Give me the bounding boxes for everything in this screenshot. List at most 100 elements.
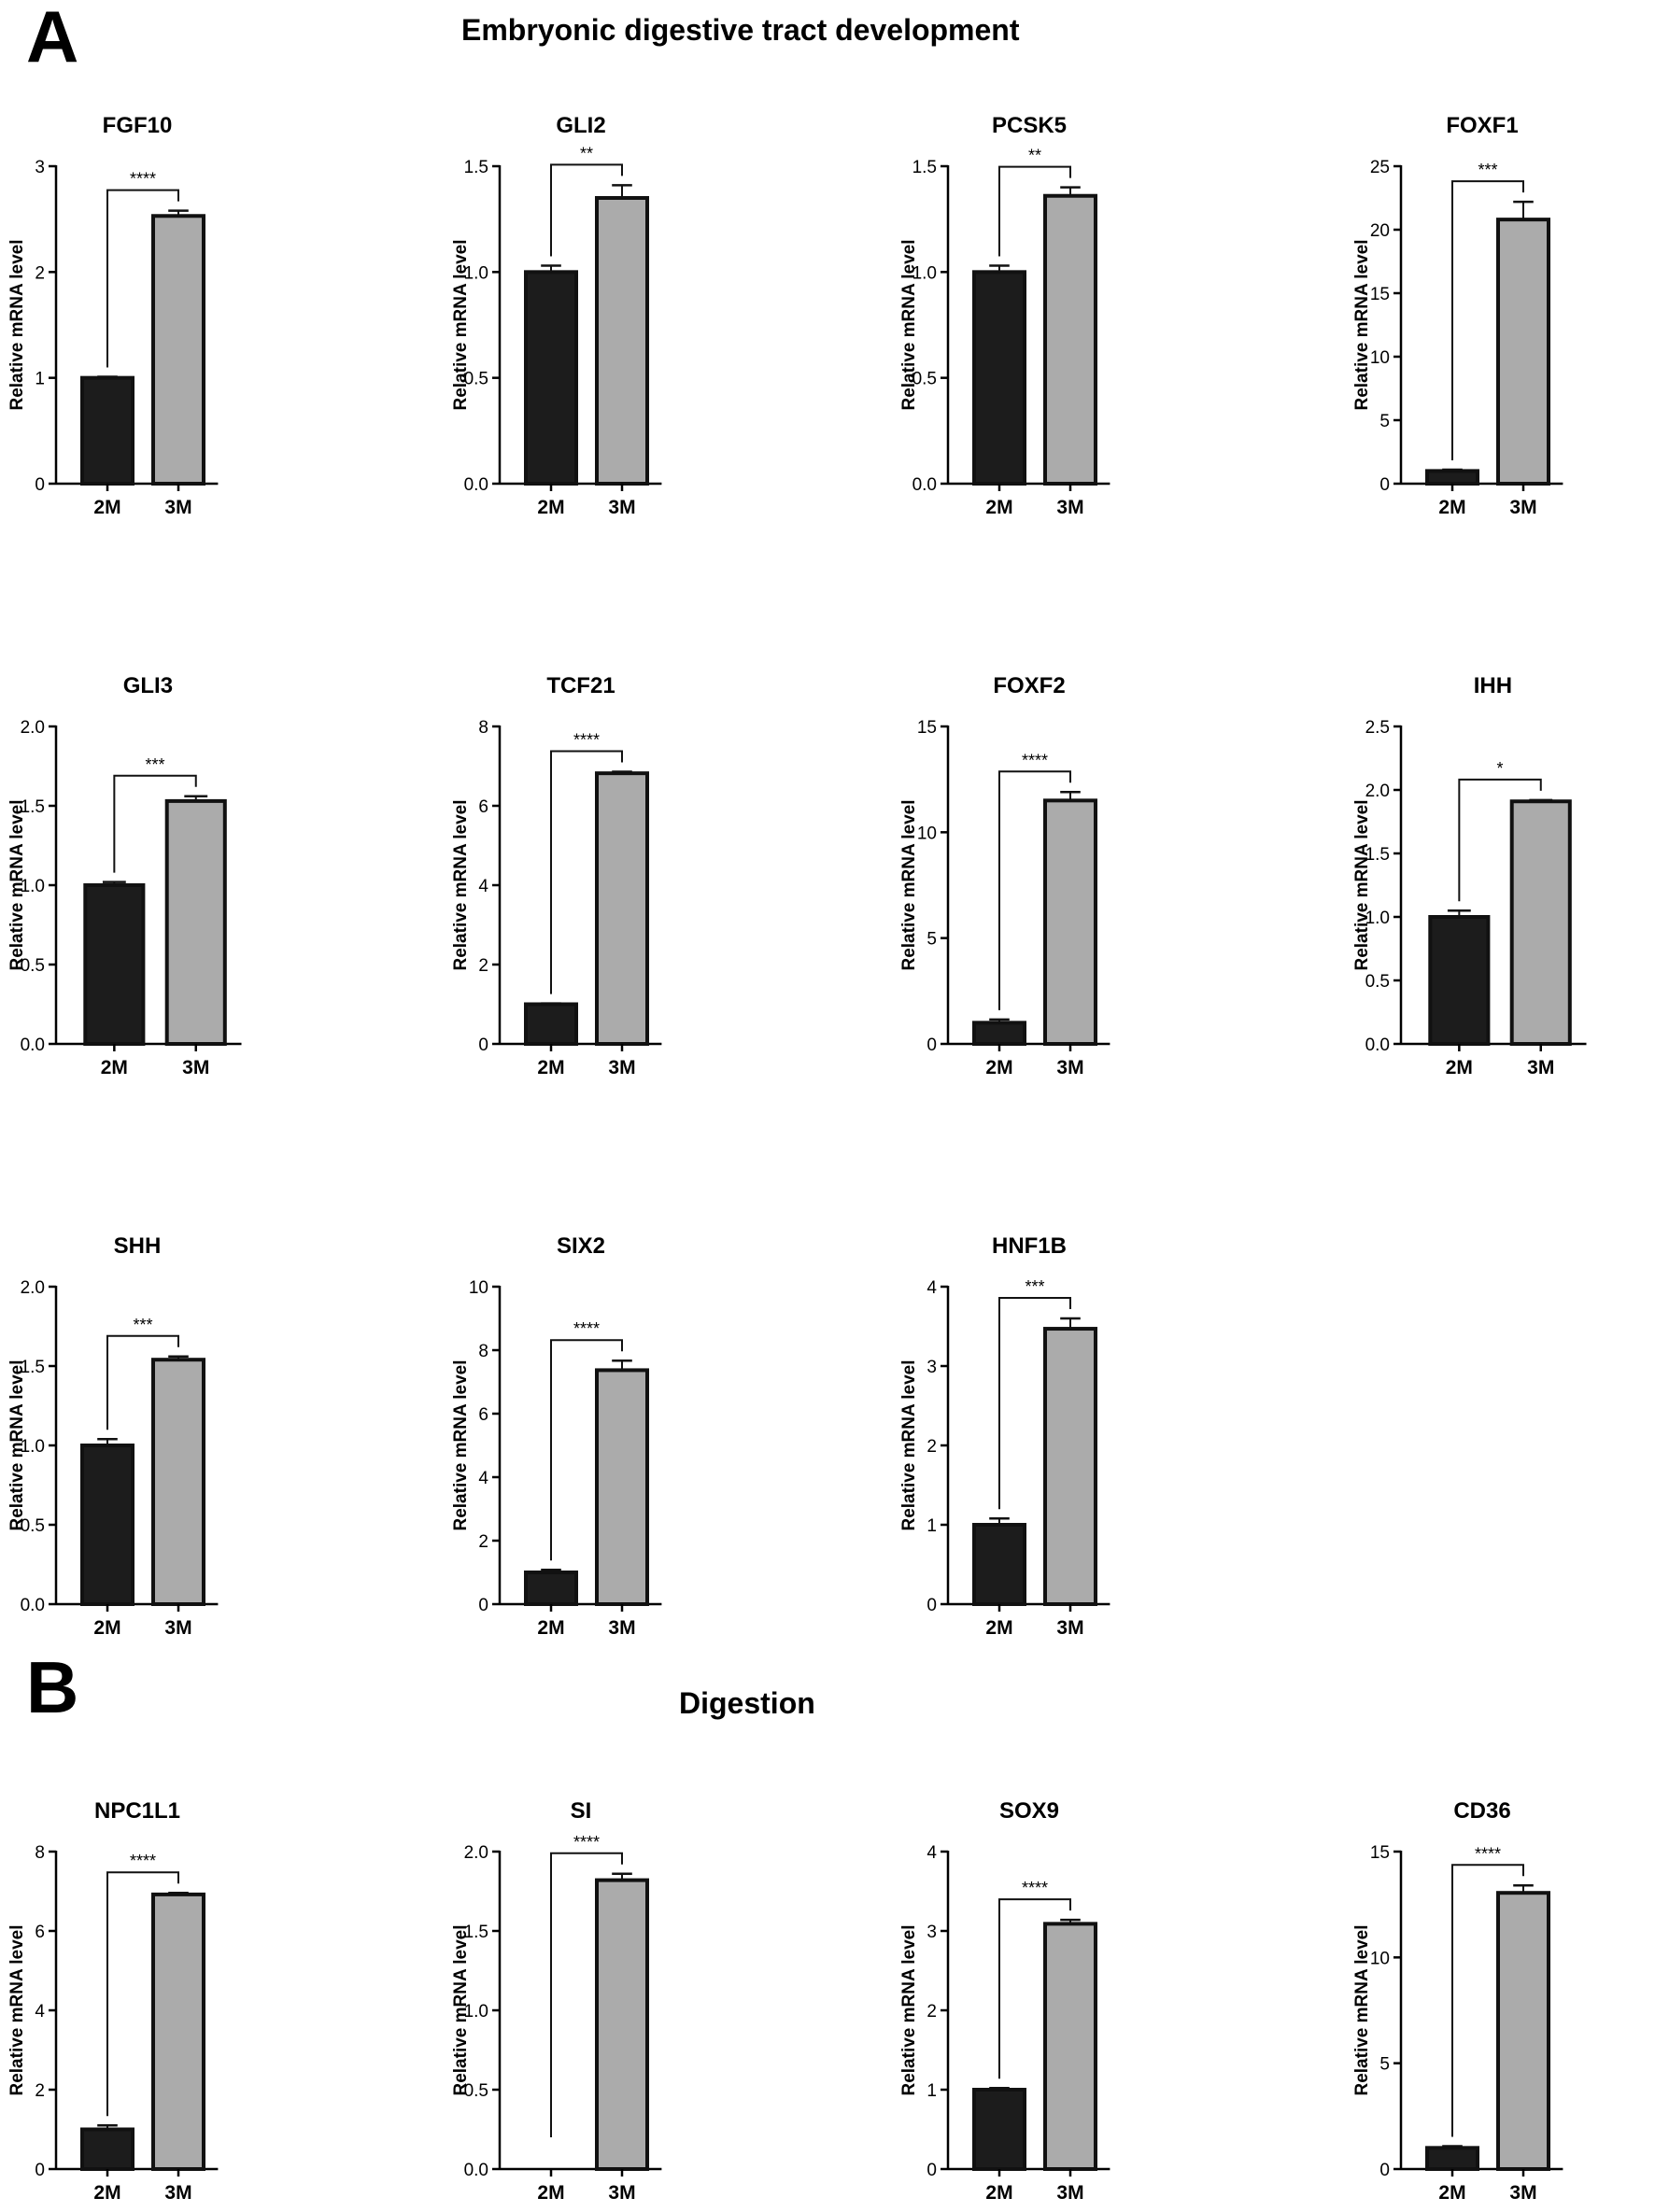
chart-7-ytick-label: 2.5 [1365,718,1390,738]
chart-9-xlabel-3M: 3M [608,1617,635,1639]
chart-14-bar-3M [1496,1891,1550,2171]
chart-5-significance-bracket [550,750,623,994]
chart-2-significance-label: ** [1028,147,1041,165]
chart-13-ytick-label: 1 [927,2081,937,2101]
chart-4-bar-2M [83,883,146,1046]
chart-0-significance-bracket [106,189,179,368]
chart-12-significance-label: **** [573,1833,600,1852]
chart-2-significance-bracket [998,165,1071,257]
chart-4-ytick-label: 2.0 [21,718,45,738]
chart-13-significance-label: **** [1022,1879,1048,1897]
chart-12-ytick-label: 0.0 [464,2161,488,2180]
chart-8-ytick-label: 1.0 [21,1437,45,1457]
chart-1-significance-label: ** [580,144,593,162]
chart-6-xlabel-2M: 2M [985,1057,1012,1078]
chart-2-xlabel-2M: 2M [985,497,1012,518]
chart-2-bar-2M [972,270,1026,486]
chart-2-bar-3M [1043,193,1097,486]
chart-1-significance-bracket [550,163,623,257]
chart-5-ytick-label: 6 [478,797,488,817]
chart-5-xlabel-3M: 3M [608,1057,635,1078]
chart-12-title: SI [571,1798,592,1824]
chart-1-bar-2M [524,270,578,486]
chart-14-title: CD36 [1453,1798,1510,1824]
chart-2-ytick-label: 0.5 [912,370,937,389]
chart-7-bar-3M [1509,799,1572,1047]
chart-5-title: TCF21 [546,673,615,698]
chart-3-ytick-label: 25 [1370,158,1390,177]
chart-8-title: SHH [114,1233,162,1259]
chart-10-xlabel-2M: 2M [985,1617,1012,1639]
chart-1-title: GLI2 [556,113,605,138]
chart-4-xlabel-2M: 2M [101,1057,128,1078]
chart-9-ytick-label: 10 [469,1278,488,1298]
chart-14-ytick-label: 0 [1379,2161,1390,2180]
chart-gli2: GLI2 Relative mRNA level 0.0 0.5 1.0 1.5 2M 3M *… [451,113,662,518]
chart-8-significance-bracket [106,1334,179,1430]
chart-13-bar-3M [1043,1922,1097,2171]
chart-0-xlabel-3M: 3M [164,497,191,518]
chart-3-ytick-label: 10 [1370,348,1390,368]
chart-1-xlabel-3M: 3M [608,497,635,518]
panel-letter-a: A [26,0,79,77]
chart-10-ylabel: Relative mRNA level [899,1360,919,1530]
chart-5-ytick-label: 2 [478,956,488,976]
chart-3-ytick-label: 15 [1370,285,1390,304]
chart-gli3: GLI3 Relative mRNA level 0.0 0.5 1.0 1.5 2.0 2M… [7,673,242,1078]
chart-3-xlabel-2M: 2M [1438,497,1465,518]
chart-11-bar-2M [80,2127,134,2171]
chart-1-bar-3M [595,196,649,486]
chart-2-ytick-label: 1.5 [912,158,937,177]
chart-3-title: FOXF1 [1446,113,1518,138]
chart-3-significance-label: *** [1478,161,1497,179]
chart-5-ytick-label: 8 [478,718,488,738]
chart-0-significance-label: **** [130,170,156,189]
chart-0-ytick-label: 3 [35,158,45,177]
chart-11-significance-label: **** [130,1852,156,1870]
chart-5-xlabel-2M: 2M [537,1057,564,1078]
chart-6-ytick-label: 15 [917,718,937,738]
chart-8-bar-2M [80,1444,134,1606]
chart-0-bar-2M [80,375,134,486]
chart-5-ylabel: Relative mRNA level [451,799,471,970]
chart-8-xlabel-2M: 2M [93,1617,120,1639]
chart-3-significance-bracket [1451,180,1524,461]
chart-10-xlabel-3M: 3M [1056,1617,1083,1639]
chart-2-xlabel-3M: 3M [1056,497,1083,518]
chart-12-ylabel: Relative mRNA level [451,1924,471,2095]
chart-2-ytick-label: 1.0 [912,263,937,283]
chart-14-bar-2M [1425,2146,1479,2172]
chart-10-significance-bracket [998,1297,1071,1510]
chart-12-significance-bracket [550,1852,623,2137]
chart-7-significance-bracket [1458,778,1542,902]
chart-14-significance-bracket [1451,1864,1524,2137]
chart-10-ytick-label: 4 [927,1278,937,1298]
chart-14-ylabel: Relative mRNA level [1352,1924,1372,2095]
chart-6-ytick-label: 0 [927,1036,937,1055]
chart-2-ytick-label: 0.0 [912,475,937,495]
chart-14-ytick-label: 5 [1379,2055,1390,2075]
chart-10-bar-2M [972,1523,1026,1606]
chart-12-ytick-label: 1.0 [464,2002,488,2022]
chart-pcsk5: PCSK5 Relative mRNA level 0.0 0.5 1.0 1.5 2M 3M… [899,113,1110,518]
chart-7-title: IHH [1474,673,1512,698]
chart-8-bar-3M [151,1358,205,1606]
chart-13-ytick-label: 3 [927,1923,937,1942]
chart-6-title: FOXF2 [993,673,1065,698]
chart-13-significance-bracket [998,1898,1071,2079]
chart-13-title: SOX9 [999,1798,1059,1824]
chart-12-ytick-label: 2.0 [464,1843,488,1863]
chart-11-ytick-label: 4 [35,2002,45,2022]
chart-9-ytick-label: 2 [478,1532,488,1552]
chart-12-bar-3M [595,1878,649,2171]
chart-shh: SHH Relative mRNA level 0.0 0.5 1.0 1.5 2.0 2M 3… [7,1233,219,1639]
chart-npc1l1: NPC1L1 Relative mRNA level 0 2 4 6 8 2M 3M **** [7,1798,219,2204]
chart-0-ytick-label: 2 [35,263,45,283]
chart-13-xlabel-3M: 3M [1056,2182,1083,2204]
chart-six2: SIX2 Relative mRNA level 0 2 4 6 8 10 2M 3M **** [451,1233,662,1639]
chart-1-ytick-label: 0.5 [464,370,488,389]
chart-13-ytick-label: 0 [927,2161,937,2180]
chart-3-bar-3M [1496,218,1550,486]
chart-14-significance-label: **** [1475,1844,1501,1863]
chart-11-title: NPC1L1 [94,1798,180,1824]
